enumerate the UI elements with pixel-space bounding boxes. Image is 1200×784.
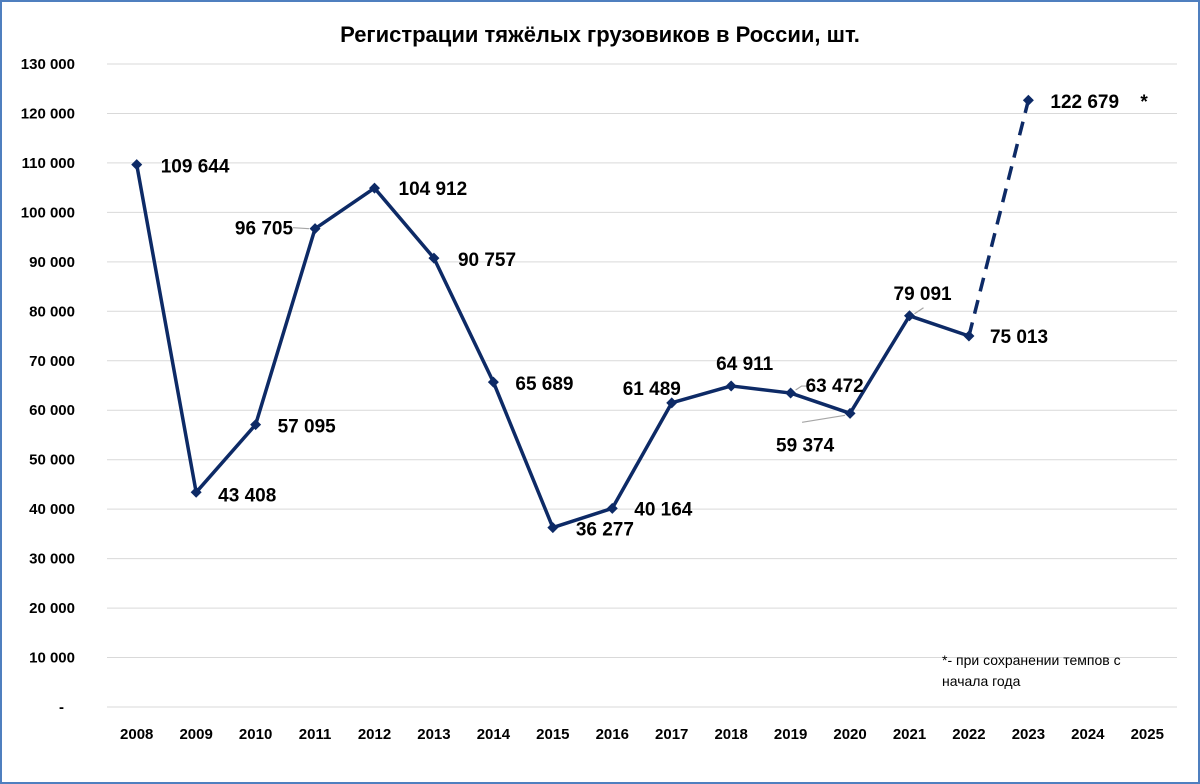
gridlines bbox=[107, 63, 1177, 708]
data-label: 90 757 bbox=[458, 250, 516, 271]
footnote: *- при сохранении темпов с начала года bbox=[942, 652, 1121, 689]
data-point bbox=[487, 376, 499, 388]
data-label: 104 912 bbox=[399, 179, 468, 200]
data-point bbox=[606, 502, 618, 514]
footnote-line-2: начала года bbox=[942, 673, 1021, 689]
footnote-line-1: *- при сохранении темпов с bbox=[942, 652, 1121, 668]
y-axis-tick-labels: - 10 000 20 000 30 000 40 000 50 000 60 000 70 … bbox=[21, 56, 75, 716]
x-tick-label: 2008 bbox=[120, 726, 153, 743]
series-line bbox=[135, 99, 1031, 530]
x-tick-label: 2010 bbox=[239, 726, 272, 743]
y-tick-label: 80 000 bbox=[29, 303, 75, 320]
x-tick-label: 2017 bbox=[655, 726, 688, 743]
x-tick-label: 2015 bbox=[536, 726, 569, 743]
data-label: 122 679 bbox=[1050, 92, 1119, 113]
x-tick-label: 2009 bbox=[179, 726, 212, 743]
x-tick-label: 2019 bbox=[774, 726, 807, 743]
data-point bbox=[547, 522, 559, 534]
data-label: 64 911 bbox=[716, 354, 773, 375]
x-tick-label: 2025 bbox=[1131, 726, 1164, 743]
data-point bbox=[904, 310, 915, 322]
y-tick-label: 60 000 bbox=[29, 402, 75, 419]
label-leader-line bbox=[914, 307, 924, 315]
y-tick-label: 70 000 bbox=[29, 353, 75, 370]
data-point bbox=[1022, 94, 1034, 106]
x-tick-label: 2020 bbox=[833, 726, 866, 743]
x-tick-label: 2023 bbox=[1012, 726, 1045, 743]
chart-title: Регистрации тяжёлых грузовиков в России,… bbox=[340, 22, 860, 47]
x-axis-tick-labels: 2008 2009 2010 2011 2012 2013 2014 2015 2016 2017… bbox=[120, 726, 1164, 743]
data-label: 75 013 bbox=[990, 327, 1048, 348]
data-point bbox=[131, 159, 143, 171]
x-tick-label: 2012 bbox=[358, 726, 391, 743]
projection-asterisk: * bbox=[1140, 92, 1148, 113]
y-tick-label: 100 000 bbox=[21, 204, 75, 221]
y-tick-label: 10 000 bbox=[29, 650, 75, 667]
y-tick-label: 110 000 bbox=[22, 155, 75, 172]
data-label: 40 164 bbox=[634, 499, 693, 520]
x-tick-label: 2011 bbox=[299, 726, 332, 743]
data-label: 57 095 bbox=[278, 417, 337, 438]
data-point bbox=[963, 330, 975, 342]
data-label: 79 091 bbox=[894, 284, 953, 305]
data-point bbox=[725, 380, 737, 392]
data-label: 109 644 bbox=[161, 157, 230, 178]
y-tick-label: 130 000 bbox=[21, 56, 75, 73]
data-label: 59 374 bbox=[776, 435, 835, 456]
label-leader-lines bbox=[293, 227, 924, 423]
data-label: 65 689 bbox=[515, 374, 573, 395]
data-point bbox=[190, 486, 202, 498]
x-tick-label: 2024 bbox=[1071, 726, 1105, 743]
data-point bbox=[666, 397, 678, 409]
data-point bbox=[369, 182, 380, 194]
x-tick-label: 2013 bbox=[417, 726, 450, 743]
data-label: 63 472 bbox=[806, 376, 864, 397]
label-leader-line bbox=[293, 227, 310, 230]
data-labels: 109 644 43 408 57 095 96 705 104 912 90 757 65… bbox=[161, 92, 1149, 540]
y-tick-label: 20 000 bbox=[29, 600, 75, 617]
x-tick-label: 2018 bbox=[714, 726, 747, 743]
x-tick-label: 2014 bbox=[477, 726, 511, 743]
y-tick-label: 90 000 bbox=[29, 254, 75, 271]
data-point bbox=[428, 252, 440, 264]
x-tick-label: 2016 bbox=[596, 726, 629, 743]
data-label: 61 489 bbox=[623, 379, 681, 400]
data-label: 96 705 bbox=[235, 219, 294, 240]
data-point bbox=[309, 223, 321, 235]
data-label: 36 277 bbox=[576, 520, 634, 541]
series-line-projected bbox=[967, 99, 1031, 337]
data-point bbox=[844, 407, 856, 419]
series-markers bbox=[131, 94, 1034, 534]
data-point bbox=[250, 419, 262, 431]
data-label: 43 408 bbox=[218, 485, 276, 506]
data-point bbox=[785, 387, 797, 399]
y-tick-label: 40 000 bbox=[29, 501, 75, 518]
y-tick-label: 30 000 bbox=[29, 551, 75, 568]
y-tick-label: 50 000 bbox=[29, 452, 75, 469]
label-leader-line bbox=[801, 414, 846, 423]
label-leader-line bbox=[795, 385, 808, 391]
y-tick-label: 120 000 bbox=[21, 105, 75, 122]
x-tick-label: 2022 bbox=[952, 726, 985, 743]
y-tick-label: - bbox=[59, 699, 64, 716]
x-tick-label: 2021 bbox=[893, 726, 926, 743]
